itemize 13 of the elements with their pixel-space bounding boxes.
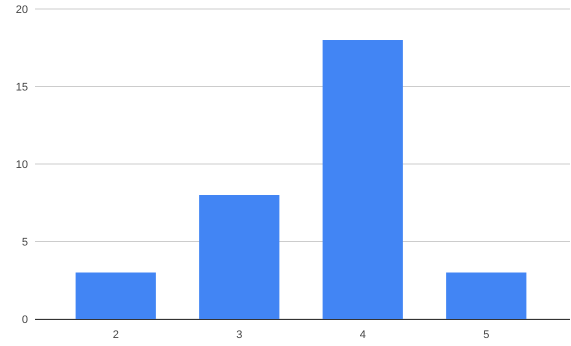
- y-tick-label: 15: [16, 81, 28, 94]
- bar: [322, 40, 403, 319]
- x-tick-label: 5: [483, 328, 490, 341]
- bar: [76, 272, 156, 319]
- bar: [199, 195, 280, 319]
- bar: [446, 272, 526, 319]
- y-tick-label: 5: [22, 236, 28, 248]
- x-tick-label: 4: [360, 328, 366, 341]
- y-tick-label: 10: [16, 158, 28, 171]
- y-tick-label: 20: [16, 4, 28, 16]
- x-tick-label: 3: [236, 328, 242, 341]
- y-tick-label: 0: [22, 314, 28, 326]
- x-tick-label: 2: [112, 328, 119, 341]
